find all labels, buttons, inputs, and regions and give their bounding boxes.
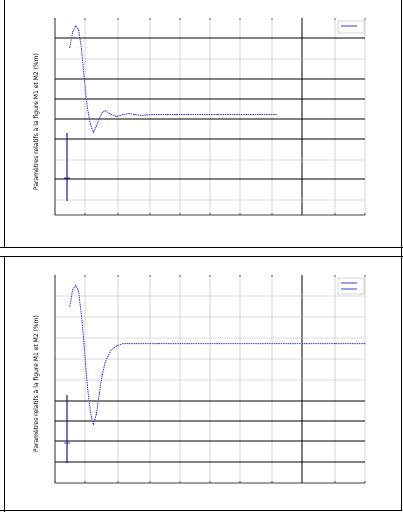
panel-separator	[0, 247, 403, 248]
data-point	[95, 413, 97, 415]
panel-left-border	[4, 256, 5, 512]
data-point	[86, 386, 88, 388]
data-point	[72, 31, 74, 33]
data-point	[75, 284, 77, 286]
data-point	[146, 114, 148, 116]
data-point	[166, 114, 168, 116]
chart-top: Paramètres relatifs à la figure M1 et M2…	[0, 0, 403, 247]
data-point	[116, 116, 118, 117]
data-point	[187, 114, 189, 116]
data-point	[134, 343, 136, 345]
data-point	[110, 114, 112, 116]
data-point	[275, 114, 277, 116]
data-point	[104, 361, 106, 363]
data-point	[75, 25, 77, 27]
data-point	[110, 349, 112, 351]
data-point	[122, 343, 124, 345]
data-point	[84, 80, 86, 82]
data-point	[175, 114, 177, 116]
data-point	[275, 343, 277, 345]
data-point	[157, 343, 159, 345]
data-point	[216, 343, 218, 345]
data-point	[69, 47, 71, 49]
data-point	[116, 345, 118, 347]
data-point	[89, 411, 91, 413]
data-point	[151, 114, 153, 116]
legend-box	[337, 277, 365, 295]
data-point	[305, 343, 307, 345]
data-point	[98, 393, 100, 395]
data-point	[104, 110, 106, 112]
chart-bottom: Paramètres relatifs à la figure M1 et M2…	[0, 257, 403, 512]
data-point	[261, 114, 263, 116]
data-point	[231, 114, 233, 116]
data-point	[246, 343, 248, 345]
data-point	[95, 125, 97, 127]
data-point	[334, 343, 336, 345]
data-point	[216, 114, 218, 116]
data-point	[134, 114, 136, 116]
data-point	[364, 343, 366, 345]
chart-bottom-svg	[54, 275, 366, 484]
panel-top-border	[0, 256, 403, 257]
data-point	[81, 49, 83, 51]
data-point	[92, 131, 94, 133]
data-point	[98, 117, 100, 119]
data-point	[69, 305, 71, 307]
data-point	[202, 114, 204, 116]
series-line	[69, 284, 365, 427]
data-point	[89, 123, 91, 125]
data-point	[84, 349, 86, 351]
data-point	[101, 374, 103, 376]
data-point	[143, 343, 145, 345]
legend-box	[337, 20, 365, 34]
data-point	[140, 115, 142, 117]
data-point	[86, 108, 88, 110]
data-point	[72, 289, 74, 291]
data-point	[122, 114, 124, 116]
data-point	[128, 113, 130, 115]
chart-top-svg	[54, 18, 366, 216]
data-point	[187, 343, 189, 345]
panel-left-border	[4, 0, 5, 247]
data-point	[101, 112, 103, 114]
y-axis-label: Paramètres relatifs à la figure M1 et M2…	[33, 315, 40, 452]
data-point	[246, 114, 248, 116]
data-point	[128, 343, 130, 345]
data-point	[78, 29, 80, 31]
y-axis-label: Paramètres relatifs à la figure M1 et M2…	[33, 53, 40, 190]
data-point	[157, 114, 159, 116]
data-point	[92, 424, 94, 426]
data-point	[81, 316, 83, 318]
data-point	[78, 291, 80, 293]
